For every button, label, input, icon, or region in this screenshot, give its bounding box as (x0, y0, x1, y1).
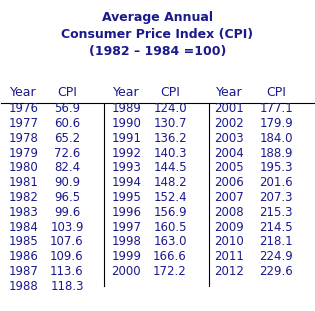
Text: 1995: 1995 (111, 191, 141, 204)
Text: 1979: 1979 (8, 146, 38, 160)
Text: 56.9: 56.9 (54, 102, 80, 115)
Text: 177.1: 177.1 (259, 102, 293, 115)
Text: 118.3: 118.3 (50, 280, 84, 293)
Text: 195.3: 195.3 (259, 161, 293, 174)
Text: 2001: 2001 (215, 102, 244, 115)
Text: 179.9: 179.9 (259, 117, 293, 130)
Text: 1996: 1996 (111, 206, 141, 219)
Text: 156.9: 156.9 (153, 206, 187, 219)
Text: 2007: 2007 (215, 191, 244, 204)
Text: 2009: 2009 (215, 220, 244, 234)
Text: 148.2: 148.2 (153, 176, 187, 189)
Text: 2000: 2000 (112, 265, 141, 278)
Text: 103.9: 103.9 (50, 220, 84, 234)
Text: 1978: 1978 (8, 132, 38, 145)
Text: 172.2: 172.2 (153, 265, 187, 278)
Text: 224.9: 224.9 (259, 250, 293, 263)
Text: 2006: 2006 (215, 176, 244, 189)
Text: 1999: 1999 (111, 250, 141, 263)
Text: 2004: 2004 (215, 146, 244, 160)
Text: 1980: 1980 (9, 161, 38, 174)
Text: 2002: 2002 (215, 117, 244, 130)
Text: 218.1: 218.1 (259, 235, 293, 248)
Text: 144.5: 144.5 (153, 161, 187, 174)
Text: Average Annual
Consumer Price Index (CPI)
(1982 – 1984 =100): Average Annual Consumer Price Index (CPI… (61, 11, 254, 58)
Text: 1992: 1992 (111, 146, 141, 160)
Text: 140.3: 140.3 (153, 146, 187, 160)
Text: 2010: 2010 (215, 235, 244, 248)
Text: 99.6: 99.6 (54, 206, 80, 219)
Text: 163.0: 163.0 (153, 235, 187, 248)
Text: 1983: 1983 (9, 206, 38, 219)
Text: 2012: 2012 (215, 265, 244, 278)
Text: CPI: CPI (57, 86, 77, 99)
Text: 1981: 1981 (8, 176, 38, 189)
Text: 1976: 1976 (8, 102, 38, 115)
Text: 82.4: 82.4 (54, 161, 80, 174)
Text: 136.2: 136.2 (153, 132, 187, 145)
Text: 113.6: 113.6 (50, 265, 84, 278)
Text: 2011: 2011 (215, 250, 244, 263)
Text: 152.4: 152.4 (153, 191, 187, 204)
Text: 1997: 1997 (111, 220, 141, 234)
Text: 130.7: 130.7 (153, 117, 187, 130)
Text: 1990: 1990 (111, 117, 141, 130)
Text: 1991: 1991 (111, 132, 141, 145)
Text: 1994: 1994 (111, 176, 141, 189)
Text: 1977: 1977 (8, 117, 38, 130)
Text: Year: Year (216, 86, 243, 99)
Text: 229.6: 229.6 (259, 265, 293, 278)
Text: 214.5: 214.5 (259, 220, 293, 234)
Text: 207.3: 207.3 (259, 191, 293, 204)
Text: 2008: 2008 (215, 206, 244, 219)
Text: 90.9: 90.9 (54, 176, 80, 189)
Text: 60.6: 60.6 (54, 117, 80, 130)
Text: 96.5: 96.5 (54, 191, 80, 204)
Text: 160.5: 160.5 (153, 220, 187, 234)
Text: 124.0: 124.0 (153, 102, 187, 115)
Text: 65.2: 65.2 (54, 132, 80, 145)
Text: CPI: CPI (266, 86, 286, 99)
Text: Year: Year (10, 86, 37, 99)
Text: 1987: 1987 (8, 265, 38, 278)
Text: 184.0: 184.0 (259, 132, 293, 145)
Text: 1982: 1982 (8, 191, 38, 204)
Text: 1985: 1985 (9, 235, 38, 248)
Text: 188.9: 188.9 (259, 146, 293, 160)
Text: 72.6: 72.6 (54, 146, 80, 160)
Text: 1993: 1993 (111, 161, 141, 174)
Text: 1986: 1986 (8, 250, 38, 263)
Text: 1998: 1998 (111, 235, 141, 248)
Text: Year: Year (113, 86, 140, 99)
Text: 1984: 1984 (8, 220, 38, 234)
Text: 166.6: 166.6 (153, 250, 187, 263)
Text: 2003: 2003 (215, 132, 244, 145)
Text: CPI: CPI (160, 86, 180, 99)
Text: 107.6: 107.6 (50, 235, 84, 248)
Text: 215.3: 215.3 (259, 206, 293, 219)
Text: 1988: 1988 (9, 280, 38, 293)
Text: 109.6: 109.6 (50, 250, 84, 263)
Text: 1989: 1989 (111, 102, 141, 115)
Text: 201.6: 201.6 (259, 176, 293, 189)
Text: 2005: 2005 (215, 161, 244, 174)
